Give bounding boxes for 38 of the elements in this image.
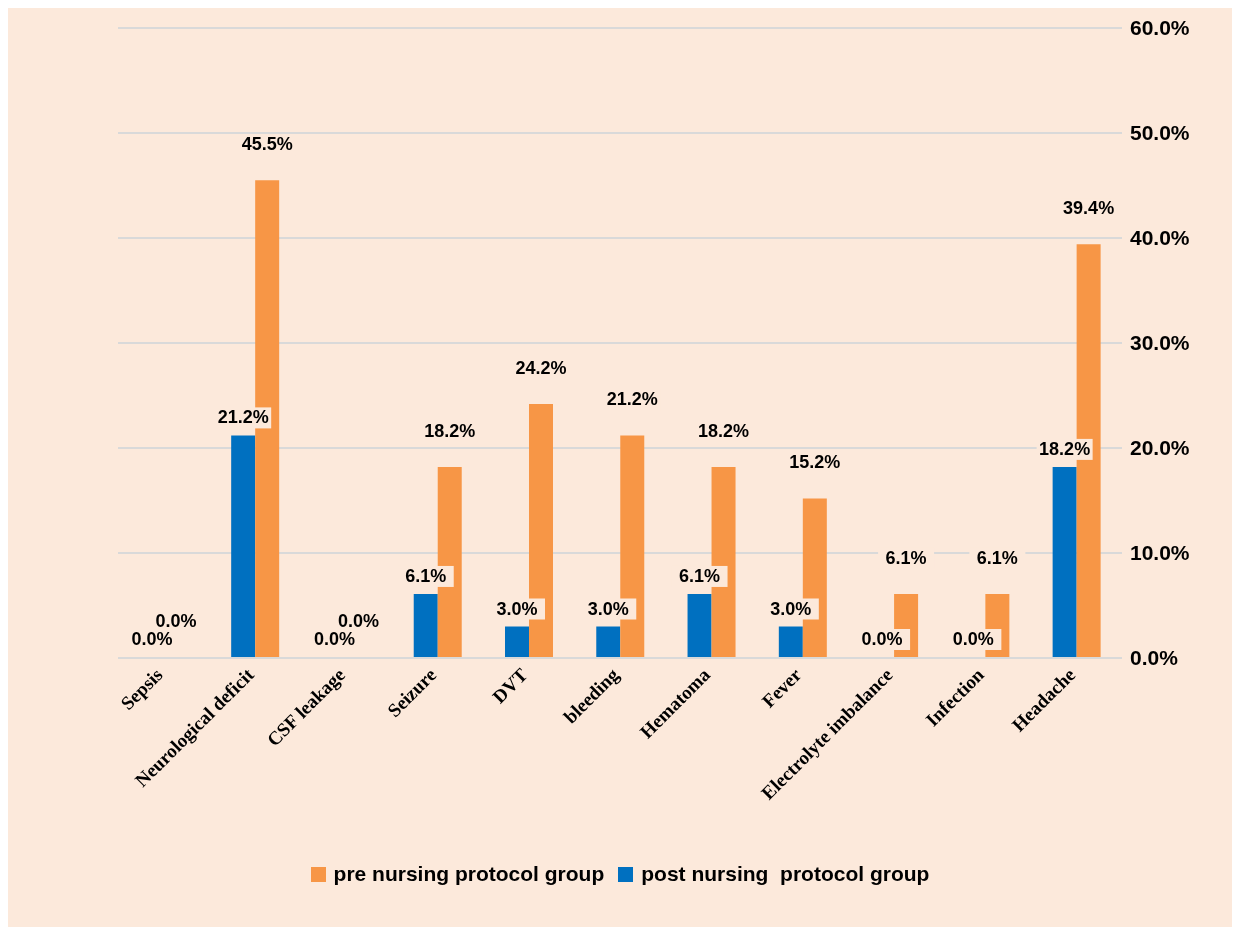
y-tick-label: 0.0% — [1130, 646, 1179, 670]
legend-label: pre nursing protocol group — [333, 862, 605, 886]
data-label: 6.1% — [976, 547, 1018, 568]
data-label: 0.0% — [337, 611, 379, 631]
data-label: 0.0% — [155, 611, 197, 631]
bar — [505, 626, 529, 658]
data-label: 18.2% — [698, 420, 750, 441]
data-label: 21.2% — [606, 389, 658, 410]
data-label: 18.2% — [424, 420, 476, 441]
data-label: 0.0% — [313, 629, 355, 649]
data-label: 3.0% — [770, 598, 812, 619]
data-label: 39.4% — [1063, 198, 1115, 219]
data-label: 15.2% — [789, 452, 841, 473]
data-label: 0.0% — [131, 629, 173, 649]
bar — [687, 593, 712, 658]
y-tick-label: 40.0% — [1130, 226, 1190, 250]
y-tick-label: 30.0% — [1130, 331, 1190, 355]
data-label: 0.0% — [952, 629, 994, 649]
y-tick-label: 50.0% — [1130, 121, 1190, 145]
data-label: 6.1% — [405, 565, 447, 586]
y-tick-label: 10.0% — [1130, 541, 1190, 565]
bar — [778, 626, 803, 658]
data-label: 0.0% — [861, 629, 903, 649]
data-label: 18.2% — [1039, 438, 1091, 459]
data-label: 3.0% — [587, 598, 629, 619]
data-label: 6.1% — [885, 547, 927, 568]
bar — [1052, 466, 1077, 658]
legend-label: post nursing protocol group — [641, 862, 930, 886]
bar — [596, 626, 621, 658]
data-label: 6.1% — [679, 565, 721, 586]
data-label: 3.0% — [496, 598, 538, 619]
y-tick-label: 60.0% — [1130, 16, 1190, 40]
data-label: 21.2% — [217, 407, 269, 428]
bar — [231, 435, 256, 658]
data-label: 45.5% — [241, 134, 293, 155]
data-label: 24.2% — [515, 357, 567, 378]
y-tick-label: 20.0% — [1130, 436, 1190, 460]
bar — [413, 593, 438, 658]
